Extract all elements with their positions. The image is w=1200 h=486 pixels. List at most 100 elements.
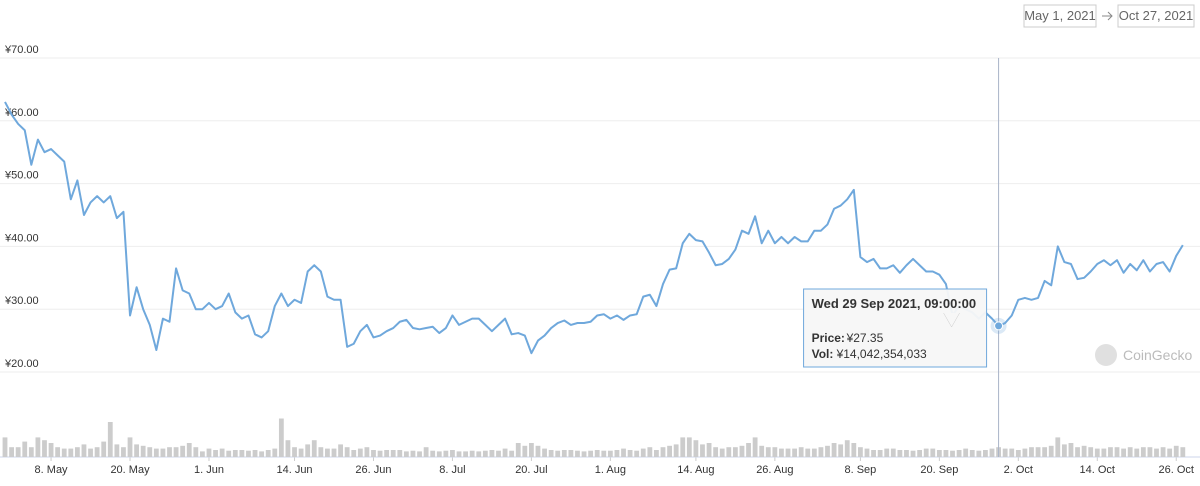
volume-bar — [1160, 447, 1166, 457]
volume-bar — [950, 450, 955, 457]
tooltip-date: Wed 29 Sep 2021, 09:00:00 — [812, 296, 977, 311]
volume-bar — [338, 444, 343, 457]
volume-bar — [1035, 447, 1041, 457]
volume-bar — [660, 447, 666, 457]
volume-bar — [121, 447, 126, 457]
volume-bar — [561, 450, 567, 457]
volume-bar — [772, 447, 778, 457]
volume-bar — [917, 450, 923, 457]
volume-bar — [732, 447, 738, 457]
volume-bar — [555, 450, 561, 457]
volume-bar — [1088, 447, 1094, 457]
volume-bar — [206, 448, 212, 457]
volume-bar — [713, 447, 719, 457]
y-tick-label: ¥70.00 — [4, 44, 39, 56]
volume-bar — [943, 450, 949, 457]
volume-bar — [417, 451, 422, 457]
x-tick-label: 2. Oct — [1004, 464, 1033, 476]
tooltip-price: ¥27.35 — [846, 331, 884, 345]
volume-bar — [614, 450, 620, 457]
volume-bar — [1002, 448, 1008, 457]
volume-bar — [213, 450, 218, 457]
volume-bar — [686, 437, 692, 457]
volume-bar — [1015, 450, 1021, 457]
volume-bar — [489, 450, 495, 457]
volume-bar — [588, 450, 594, 457]
volume-bar — [298, 448, 304, 457]
volume-bar — [1094, 448, 1100, 457]
volume-bar — [74, 447, 80, 457]
x-tick-label: 1. Aug — [595, 464, 626, 476]
volume-bar — [140, 445, 146, 457]
volume-bar — [107, 422, 113, 457]
volume-bar — [746, 443, 751, 457]
volume-bar — [706, 443, 712, 457]
date-to-box[interactable] — [1117, 4, 1195, 28]
volume-bar — [456, 451, 462, 457]
volume-bar — [1009, 448, 1015, 457]
volume-bar — [989, 448, 995, 457]
volume-bar — [246, 450, 251, 457]
volume-bar — [68, 448, 74, 457]
volume-bar — [884, 448, 890, 457]
volume-bar — [114, 444, 120, 457]
range-arrow — [1102, 11, 1113, 21]
volume-bar — [936, 450, 942, 457]
volume-bar — [871, 450, 876, 457]
volume-bar — [1127, 447, 1133, 457]
volume-bar — [272, 448, 278, 457]
date-to: Oct 27, 2021 — [1119, 8, 1193, 23]
volume-bar — [292, 447, 297, 457]
volume-bar — [877, 450, 883, 457]
x-tick-label: 20. Jul — [515, 464, 547, 476]
volume-bar — [153, 448, 159, 457]
volume-bar — [634, 450, 640, 457]
volume-bar — [765, 447, 771, 457]
volume-bar — [496, 450, 501, 457]
x-tick-label: 26. Oct — [1159, 464, 1194, 476]
watermark: CoinGecko — [1123, 347, 1192, 363]
volume-bar — [371, 450, 376, 457]
volume-bar — [726, 447, 732, 457]
volume-bar — [923, 448, 929, 457]
tooltip-pointer — [943, 312, 960, 328]
volume-bar — [930, 448, 936, 457]
volume-bar — [423, 447, 429, 457]
x-tick-label: 20. May — [110, 464, 150, 476]
volume-bar — [969, 450, 975, 457]
volume-bar — [48, 443, 54, 457]
volume-bar — [1108, 447, 1113, 457]
volume-bar — [443, 450, 449, 457]
volume-bar — [9, 447, 14, 457]
volume-bar — [351, 450, 357, 457]
volume-bar — [825, 445, 830, 457]
volume-bar — [436, 451, 442, 457]
volume-bar — [1048, 445, 1054, 457]
volume-bar — [904, 450, 909, 457]
volume-bar — [2, 437, 8, 457]
volume-bar — [1154, 448, 1159, 457]
volume-bar — [180, 445, 186, 457]
volume-bar — [1180, 447, 1186, 457]
volume-bar — [1022, 448, 1028, 457]
volume-bar — [851, 443, 857, 457]
volume-bar — [1042, 447, 1048, 457]
volume-bar — [200, 451, 205, 457]
volume-bar — [811, 448, 817, 457]
volume-bar — [344, 447, 350, 457]
volume-bar — [403, 451, 409, 457]
watermark-logo — [1095, 344, 1117, 366]
volume-bar — [647, 447, 653, 457]
volume-bar — [55, 447, 61, 457]
volume-bar — [910, 450, 916, 457]
volume-bar — [831, 443, 837, 457]
volume-bar — [278, 418, 284, 457]
volume-bar — [377, 450, 383, 457]
volume-bar — [1173, 445, 1179, 457]
volume-bar — [364, 447, 370, 457]
volume-bar — [805, 448, 811, 457]
date-from-box[interactable] — [1023, 4, 1097, 28]
volume-bar — [700, 444, 705, 457]
volume-bar — [818, 447, 824, 457]
